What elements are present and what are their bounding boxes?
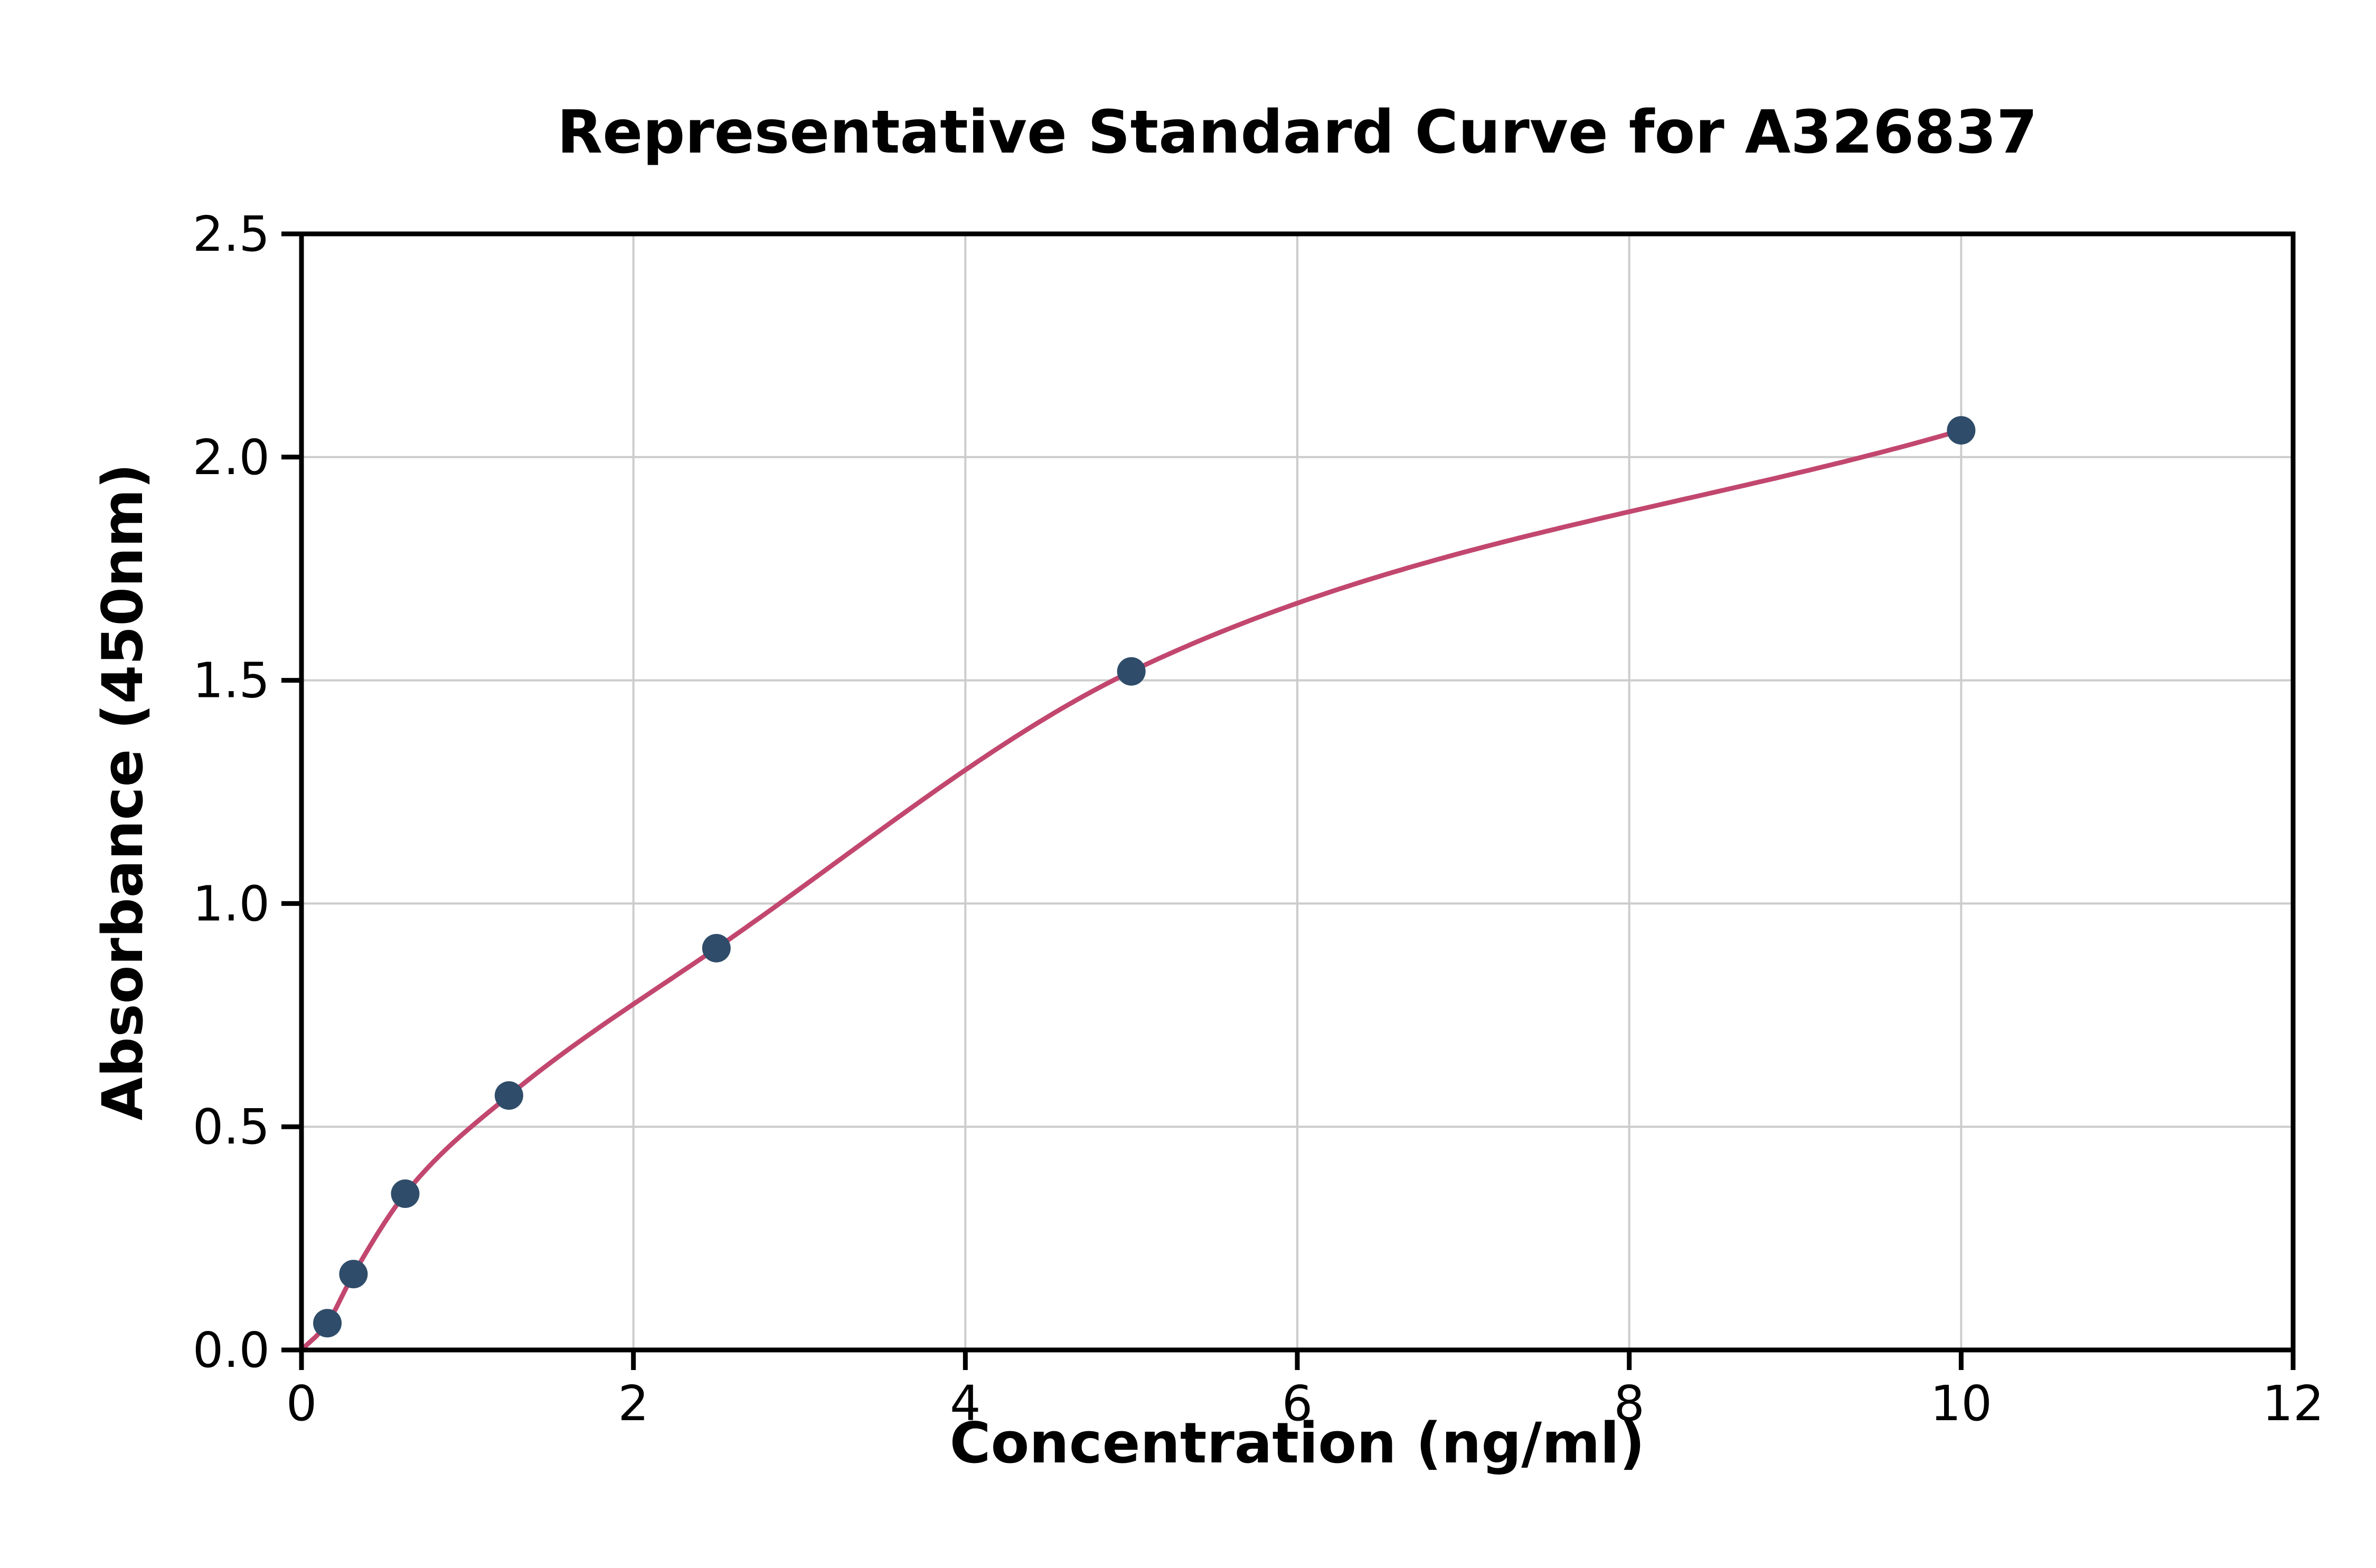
data-point xyxy=(1947,416,1976,445)
y-tick-label: 0.5 xyxy=(193,1099,270,1155)
y-tick-label: 2.5 xyxy=(193,206,270,262)
x-tick-label: 12 xyxy=(2262,1375,2324,1432)
data-point xyxy=(313,1309,342,1338)
data-point xyxy=(339,1260,368,1289)
y-axis-label: Absorbance (450nm) xyxy=(90,463,155,1121)
data-point xyxy=(391,1179,420,1208)
data-point xyxy=(702,933,731,962)
x-tick-label: 6 xyxy=(1282,1375,1313,1432)
x-axis-label: Concentration (ng/ml) xyxy=(949,1411,1645,1476)
x-tick-label: 0 xyxy=(286,1375,317,1432)
y-tick-label: 1.5 xyxy=(193,653,270,709)
y-tick-label: 2.0 xyxy=(193,429,270,486)
x-tick-label: 10 xyxy=(1930,1375,1992,1432)
chart-title: Representative Standard Curve for A32683… xyxy=(557,98,2038,167)
y-tick-label: 0.0 xyxy=(193,1322,270,1378)
fit-curve xyxy=(299,428,1964,1353)
y-tick-label: 1.0 xyxy=(193,875,270,932)
data-point xyxy=(1117,657,1146,686)
x-tick-label: 4 xyxy=(950,1375,981,1432)
data-point xyxy=(494,1081,523,1110)
x-tick-label: 2 xyxy=(618,1375,649,1432)
x-tick-label: 8 xyxy=(1614,1375,1645,1432)
